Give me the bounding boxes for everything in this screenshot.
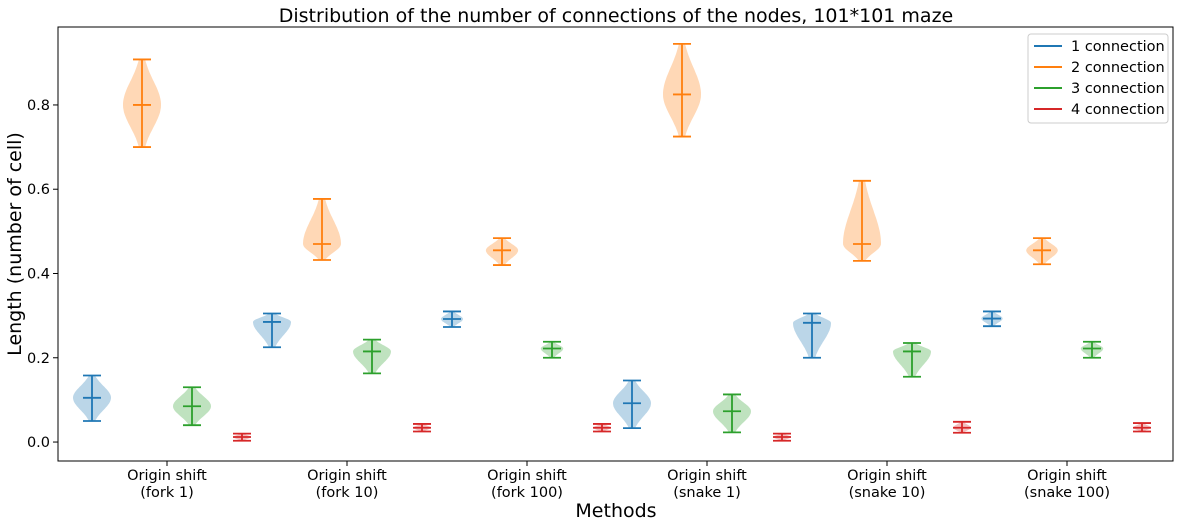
x-tick-label-line: Origin shift xyxy=(487,468,567,484)
y-tick-label: 0.6 xyxy=(27,182,50,198)
x-tick-label-line: Origin shift xyxy=(847,468,927,484)
x-tick-label: Origin shift (snake 1) xyxy=(667,468,747,501)
violin-layer xyxy=(73,42,1151,442)
x-tick-label: Origin shift (fork 10) xyxy=(307,468,387,501)
y-tick-label: 0.4 xyxy=(27,266,50,282)
x-tick-label: Origin shift (snake 10) xyxy=(847,468,927,501)
x-tick-label-line: (fork 100) xyxy=(491,485,563,501)
y-axis-title: Length (number of cell) xyxy=(4,132,26,356)
legend-box xyxy=(1027,33,1169,124)
x-tick-label: Origin shift (snake 100) xyxy=(1024,468,1110,501)
x-tick-label-line: Origin shift xyxy=(667,468,747,484)
x-tick-label: Origin shift (fork 1) xyxy=(127,468,207,501)
chart-title: Distribution of the number of connection… xyxy=(279,5,953,27)
legend: 1 connection 2 connection 3 connection 4 co… xyxy=(1027,33,1169,124)
x-tick-label-line: Origin shift xyxy=(127,468,207,484)
x-tick-label-line: (snake 100) xyxy=(1024,485,1110,501)
plot-frame xyxy=(57,26,1174,462)
x-axis: Origin shift (fork 1)Origin shift (fork 10… xyxy=(127,461,1110,501)
x-axis-title: Methods xyxy=(575,500,656,522)
legend-label: 1 connection xyxy=(1071,39,1165,55)
y-axis: 0.0 0.2 0.4 0.6 0.8 xyxy=(27,98,58,451)
x-tick-label-line: (snake 10) xyxy=(849,485,926,501)
y-tick-label: 0.2 xyxy=(27,351,50,367)
x-tick-label-line: (fork 1) xyxy=(140,485,193,501)
x-tick-label-line: Origin shift xyxy=(1027,468,1107,484)
y-tick-label: 0.8 xyxy=(27,98,50,114)
legend-label: 2 connection xyxy=(1071,60,1165,76)
x-tick-label: Origin shift (fork 100) xyxy=(487,468,567,501)
y-tick-label: 0.0 xyxy=(27,435,50,451)
x-tick-label-line: (fork 10) xyxy=(316,485,379,501)
x-tick-label-line: (snake 1) xyxy=(673,485,741,501)
x-tick-label-line: Origin shift xyxy=(307,468,387,484)
legend-label: 3 connection xyxy=(1071,81,1165,97)
legend-label: 4 connection xyxy=(1071,102,1165,118)
